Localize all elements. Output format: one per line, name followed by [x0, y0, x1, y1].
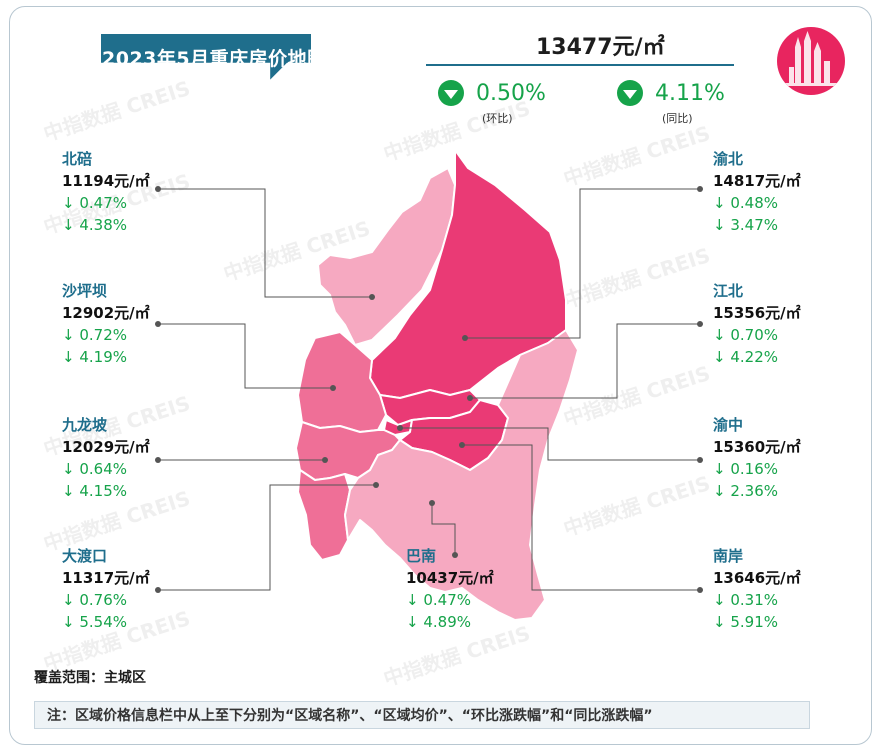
city-skyline-icon [777, 27, 845, 95]
district-price: 11194元/㎡ [62, 172, 150, 190]
district-dadukou: 大渡口 11317元/㎡ ↓ 0.76% ↓ 5.54% [62, 545, 150, 633]
district-yubei: 渝北 14817元/㎡ ↓ 0.48% ↓ 3.47% [713, 148, 801, 236]
district-mom: ↓ 0.72% [62, 326, 127, 344]
map-region-shapingba[interactable] [297, 331, 387, 433]
down-triangle-icon [438, 80, 464, 106]
district-price: 10437元/㎡ [406, 569, 494, 587]
district-jiangbei: 江北 15356元/㎡ ↓ 0.70% ↓ 4.22% [713, 280, 801, 368]
district-yoy: ↓ 4.22% [713, 348, 778, 366]
district-yoy: ↓ 4.38% [62, 216, 127, 234]
district-mom: ↓ 0.31% [713, 591, 778, 609]
district-price: 15356元/㎡ [713, 304, 801, 322]
district-price: 12029元/㎡ [62, 438, 150, 456]
district-mom: ↓ 0.64% [62, 460, 127, 478]
district-name: 九龙坡 [62, 416, 108, 434]
district-yoy: ↓ 4.89% [406, 613, 471, 631]
average-divider [426, 64, 734, 66]
district-yoy: ↓ 2.36% [713, 482, 778, 500]
district-yoy: ↓ 4.19% [62, 348, 127, 366]
district-name: 大渡口 [62, 547, 108, 565]
district-yoy: ↓ 5.91% [713, 613, 778, 631]
district-name: 江北 [713, 282, 744, 300]
district-mom: ↓ 0.47% [62, 194, 127, 212]
district-nanan: 南岸 13646元/㎡ ↓ 0.31% ↓ 5.91% [713, 545, 801, 633]
coverage-label: 覆盖范围：主城区 [34, 670, 146, 686]
page-title: 2023年5月重庆房价地图 [102, 48, 327, 70]
district-price: 14817元/㎡ [713, 172, 801, 190]
mom-label: (环比) [482, 112, 513, 125]
average-price: 13477元/㎡ [536, 35, 665, 60]
district-yoy: ↓ 3.47% [713, 216, 778, 234]
district-price: 15360元/㎡ [713, 438, 801, 456]
district-jiulongpo: 九龙坡 12029元/㎡ ↓ 0.64% ↓ 4.15% [62, 414, 150, 502]
district-name: 渝中 [713, 416, 744, 434]
district-name: 北碚 [62, 150, 93, 168]
district-mom: ↓ 0.16% [713, 460, 778, 478]
yoy-label: (同比) [662, 112, 693, 125]
map-region-dadukou[interactable] [297, 469, 351, 561]
district-name: 渝北 [713, 150, 744, 168]
dots-decoration [42, 44, 86, 76]
district-name: 沙坪坝 [62, 282, 108, 300]
district-mom: ↓ 0.76% [62, 591, 127, 609]
district-beibei: 北碚 11194元/㎡ ↓ 0.47% ↓ 4.38% [62, 148, 150, 236]
district-price: 13646元/㎡ [713, 569, 801, 587]
district-price: 11317元/㎡ [62, 569, 150, 587]
district-banan: 巴南 10437元/㎡ ↓ 0.47% ↓ 4.89% [406, 545, 494, 633]
district-shapingba: 沙坪坝 12902元/㎡ ↓ 0.72% ↓ 4.19% [62, 280, 150, 368]
mom-stat: 0.50% [438, 80, 546, 106]
district-name: 南岸 [713, 547, 744, 565]
district-mom: ↓ 0.70% [713, 326, 778, 344]
down-triangle-icon [617, 80, 643, 106]
district-yoy: ↓ 5.54% [62, 613, 127, 631]
district-price: 12902元/㎡ [62, 304, 150, 322]
district-yuzhong: 渝中 15360元/㎡ ↓ 0.16% ↓ 2.36% [713, 414, 801, 502]
legend-note: 注：区域价格信息栏中从上至下分别为“区域名称”、“区域均价”、“环比涨跌幅”和“… [34, 701, 810, 729]
title-banner [101, 34, 311, 80]
yoy-stat: 4.11% [617, 80, 725, 106]
district-mom: ↓ 0.47% [406, 591, 471, 609]
mom-value: 0.50% [476, 80, 546, 106]
district-mom: ↓ 0.48% [713, 194, 778, 212]
district-yoy: ↓ 4.15% [62, 482, 127, 500]
district-name: 巴南 [406, 547, 437, 565]
yoy-value: 4.11% [655, 80, 725, 106]
